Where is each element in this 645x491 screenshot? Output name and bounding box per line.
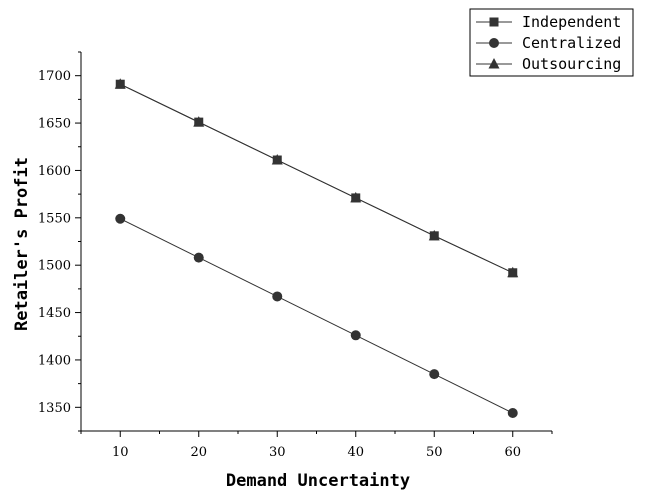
legend-label: Outsourcing	[522, 55, 621, 73]
x-tick-label: 50	[426, 445, 443, 460]
data-point-outsourcing	[271, 154, 283, 165]
axes	[80, 52, 552, 432]
x-axis-title: Demand Uncertainty	[226, 471, 410, 491]
y-tick-label: 1400	[38, 353, 71, 368]
y-tick-label: 1650	[38, 117, 71, 132]
data-point-centralized	[507, 407, 518, 418]
series-line-outsourcing	[120, 83, 513, 274]
y-tick-label: 1350	[38, 401, 71, 416]
data-point-centralized	[350, 330, 361, 341]
legend-marker	[489, 38, 499, 48]
legend-label: Independent	[522, 13, 621, 31]
legend: Independent Centralized Outsourcing	[469, 8, 634, 77]
x-tick-label: 30	[269, 445, 286, 460]
legend-item-outsourcing: Outsourcing	[476, 55, 621, 73]
series-outsourcing	[114, 78, 519, 278]
y-axis-title: Retailer's Profit	[12, 157, 32, 331]
x-tick-label: 40	[347, 445, 364, 460]
data-point-outsourcing	[350, 191, 362, 203]
y-axis-ticks: 1350 1400 1450 1500 1550 1600 1650 1700	[38, 51, 81, 432]
data-point-outsourcing	[428, 229, 440, 241]
data-point-outsourcing	[114, 78, 126, 89]
x-axis-ticks: 10 20 30 40 50 60	[80, 431, 553, 460]
series-layer	[114, 78, 519, 418]
y-tick-label: 1600	[38, 164, 71, 179]
x-tick-label: 60	[504, 445, 521, 460]
y-tick-label: 1450	[38, 306, 71, 321]
y-tick-label: 1700	[38, 69, 71, 84]
data-point-centralized	[272, 291, 283, 302]
legend-item-independent: Independent	[476, 13, 621, 31]
series-centralized	[115, 213, 518, 418]
legend-item-centralized: Centralized	[476, 34, 621, 52]
data-point-centralized	[193, 252, 204, 263]
legend-marker	[488, 58, 500, 69]
legend-label: Centralized	[522, 34, 621, 52]
y-tick-label: 1500	[38, 259, 71, 274]
y-tick-label: 1550	[38, 211, 71, 226]
x-tick-label: 20	[190, 445, 207, 460]
legend-marker	[489, 17, 499, 27]
data-point-outsourcing	[193, 116, 205, 127]
data-point-centralized	[115, 213, 126, 224]
x-tick-label: 10	[112, 445, 129, 460]
series-line-centralized	[120, 218, 513, 414]
data-point-centralized	[429, 369, 440, 380]
data-point-outsourcing	[507, 266, 519, 278]
